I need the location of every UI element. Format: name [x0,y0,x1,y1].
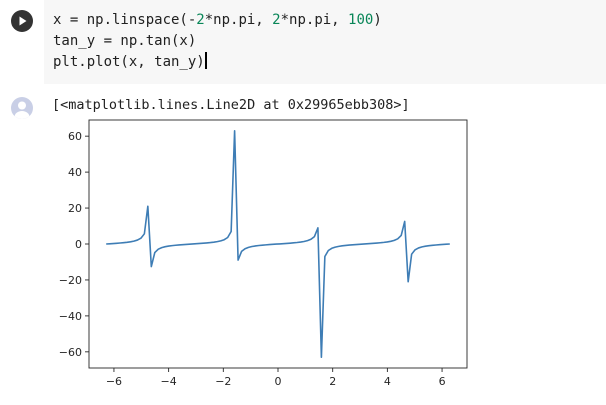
cell-gutter [0,0,44,84]
y-tick-label: −40 [59,310,82,323]
x-tick-label: 0 [275,375,282,388]
code-token: ) [373,12,382,28]
y-tick-label: 0 [75,238,82,251]
series-line-tan [106,129,450,359]
x-tick-label: 4 [384,375,391,388]
code-token: tan_y = np.tan(x) [53,33,197,49]
play-icon [19,16,27,26]
run-cell-button[interactable] [11,10,33,32]
code-number-token: 100 [348,12,374,28]
code-token: *np.pi, [280,12,349,28]
x-tick-label: 2 [329,375,336,388]
x-tick-label: 6 [439,375,446,388]
y-tick-label: 60 [68,130,82,143]
code-token: plt.plot(x, tan_y) [53,54,205,70]
y-axis: −60 −40 −20 0 20 40 60 [59,130,89,359]
user-avatar-icon [11,97,33,119]
y-tick-label: 20 [68,202,82,215]
x-tick-label: −4 [161,375,177,388]
code-line: x = np.linspace(-2*np.pi, 2*np.pi, 100) [53,12,382,28]
x-axis: −6 −4 −2 0 2 4 6 [106,368,446,388]
code-line: plt.plot(x, tan_y) [53,52,207,70]
cell-output: [<matplotlib.lines.Line2D at 0x29965ebb3… [0,84,606,405]
code-number-token: 2 [196,12,205,28]
x-tick-label: −2 [215,375,231,388]
code-cell[interactable]: x = np.linspace(-2*np.pi, 2*np.pi, 100) … [0,0,606,84]
code-number-token: 2 [272,12,281,28]
code-token: x = np.linspace(- [53,12,197,28]
code-line: tan_y = np.tan(x) [53,33,196,49]
code-text[interactable]: x = np.linspace(-2*np.pi, 2*np.pi, 100) … [53,10,382,73]
y-tick-label: 40 [68,166,82,179]
output-repr-text: [<matplotlib.lines.Line2D at 0x29965ebb3… [52,97,410,113]
y-tick-label: −60 [59,346,82,359]
text-cursor [204,52,207,69]
y-tick-label: −20 [59,274,82,287]
code-editor[interactable]: x = np.linspace(-2*np.pi, 2*np.pi, 100) … [44,0,606,84]
code-token: *np.pi, [204,12,273,28]
x-tick-label: −6 [106,375,122,388]
